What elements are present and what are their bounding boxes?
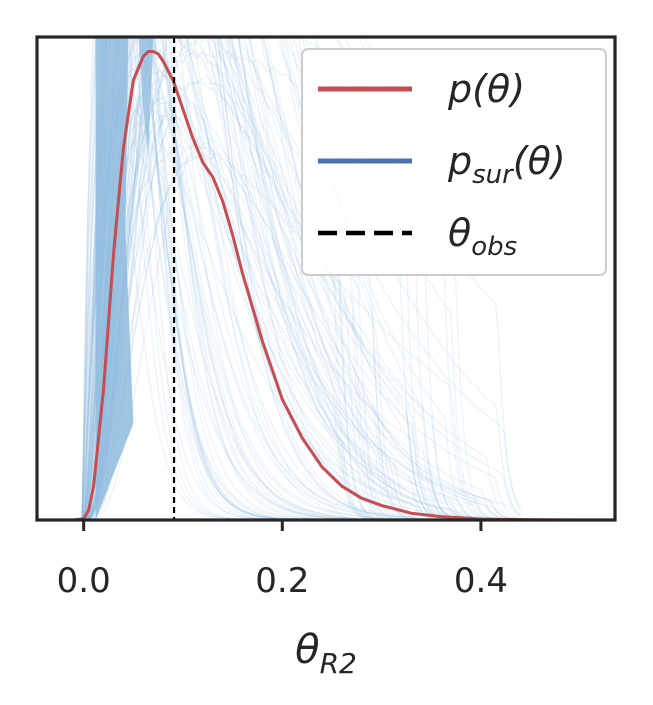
surrogate-draw-line bbox=[73, 37, 521, 520]
surrogate-draw-line bbox=[73, 37, 521, 520]
axes: 0.0 0.2 0.4 bbox=[35, 35, 617, 601]
x-axis-label-sub: R2 bbox=[320, 647, 357, 680]
surrogate-draw-line bbox=[73, 37, 521, 520]
surrogate-draw-line bbox=[73, 37, 521, 520]
surrogate-dense-band bbox=[138, 37, 154, 158]
surrogate-draw-line bbox=[73, 37, 521, 520]
surrogate-draw-line bbox=[73, 37, 521, 520]
axis-labels: θR2 bbox=[295, 627, 357, 680]
surrogate-draw-line bbox=[73, 37, 521, 520]
surrogate-draw-line bbox=[73, 37, 521, 520]
surrogate-draw-line bbox=[73, 37, 522, 520]
surrogate-draw-line bbox=[73, 37, 521, 520]
surrogate-draw-line bbox=[73, 37, 521, 520]
surrogate-draw-line bbox=[73, 94, 521, 520]
surrogate-draw-line bbox=[73, 37, 521, 520]
legend: p(θ)psur(θ)θobs bbox=[301, 48, 607, 276]
surrogate-draw-line bbox=[73, 37, 521, 520]
surrogate-draw-line bbox=[73, 37, 521, 520]
legend-label-sub: obs bbox=[471, 232, 517, 262]
surrogate-draw-line bbox=[73, 37, 521, 520]
surrogate-draw-line bbox=[73, 37, 521, 520]
surrogate-draw-line bbox=[73, 37, 521, 520]
legend-label-after: (θ) bbox=[513, 139, 566, 183]
posterior-line bbox=[73, 50, 581, 520]
surrogate-draw-line bbox=[73, 37, 521, 520]
surrogate-draw-line bbox=[73, 37, 521, 520]
surrogate-draw-line bbox=[73, 37, 521, 520]
x-tick-label: 0.2 bbox=[255, 561, 309, 601]
surrogate-draw-line bbox=[73, 37, 521, 520]
surrogate-draw-line bbox=[73, 37, 522, 520]
surrogate-draw-line bbox=[73, 37, 521, 520]
surrogate-draw-line bbox=[73, 37, 521, 520]
surrogate-draw-line bbox=[73, 37, 521, 520]
surrogate-draw-line bbox=[73, 37, 521, 520]
surrogate-draw-line bbox=[73, 37, 521, 520]
surrogate-draw-line bbox=[73, 37, 521, 520]
surrogate-draw-line bbox=[73, 37, 521, 520]
surrogate-draw-line bbox=[73, 143, 521, 520]
surrogate-draw-line bbox=[73, 41, 521, 520]
legend-label-sub: sur bbox=[472, 160, 515, 190]
x-tick-label: 0.4 bbox=[454, 561, 508, 601]
legend-label: p(θ) bbox=[447, 67, 525, 111]
surrogate-draw-line bbox=[73, 141, 521, 520]
surrogate-draw-line bbox=[73, 136, 521, 520]
legend-label-main: p bbox=[447, 139, 472, 183]
surrogate-draw-line bbox=[73, 37, 521, 520]
legend-label-main: θ bbox=[448, 211, 471, 255]
x-axis-label: θR2 bbox=[295, 627, 357, 680]
legend-label: psur(θ) bbox=[447, 139, 566, 190]
surrogate-draw-line bbox=[73, 37, 521, 520]
surrogate-draw-line bbox=[73, 37, 521, 520]
x-tick-label: 0.0 bbox=[57, 561, 111, 601]
legend-box bbox=[301, 48, 607, 276]
surrogate-draw-line bbox=[73, 37, 521, 520]
surrogate-draw-line bbox=[73, 37, 521, 520]
legend-label: θobs bbox=[448, 211, 517, 262]
surrogate-draw-line bbox=[73, 37, 521, 520]
posterior-series bbox=[73, 50, 581, 520]
surrogate-draw-line bbox=[73, 37, 521, 520]
surrogate-draw-line bbox=[73, 37, 521, 520]
x-axis-label-main: θ bbox=[295, 627, 319, 673]
surrogate-draw-line bbox=[73, 37, 521, 520]
surrogate-draw-line bbox=[73, 37, 521, 520]
legend-label-main: p(θ) bbox=[447, 67, 525, 111]
surrogate-draw-line bbox=[73, 37, 521, 520]
surrogate-draw-line bbox=[73, 37, 521, 520]
surrogate-draw-line bbox=[73, 37, 521, 520]
surrogate-draw-line bbox=[73, 81, 522, 520]
axes-frame bbox=[35, 35, 617, 522]
surrogate-draw-line bbox=[73, 37, 521, 520]
surrogate-draw-line bbox=[73, 37, 521, 520]
surrogate-draw-line bbox=[73, 152, 521, 520]
surrogate-draw-line bbox=[73, 37, 521, 520]
surrogate-draw-line bbox=[73, 37, 521, 520]
surrogate-draw-line bbox=[73, 151, 521, 520]
surrogate-draw-line bbox=[73, 37, 521, 520]
surrogate-draw-line bbox=[73, 37, 521, 520]
surrogate-draw-line bbox=[73, 151, 521, 520]
